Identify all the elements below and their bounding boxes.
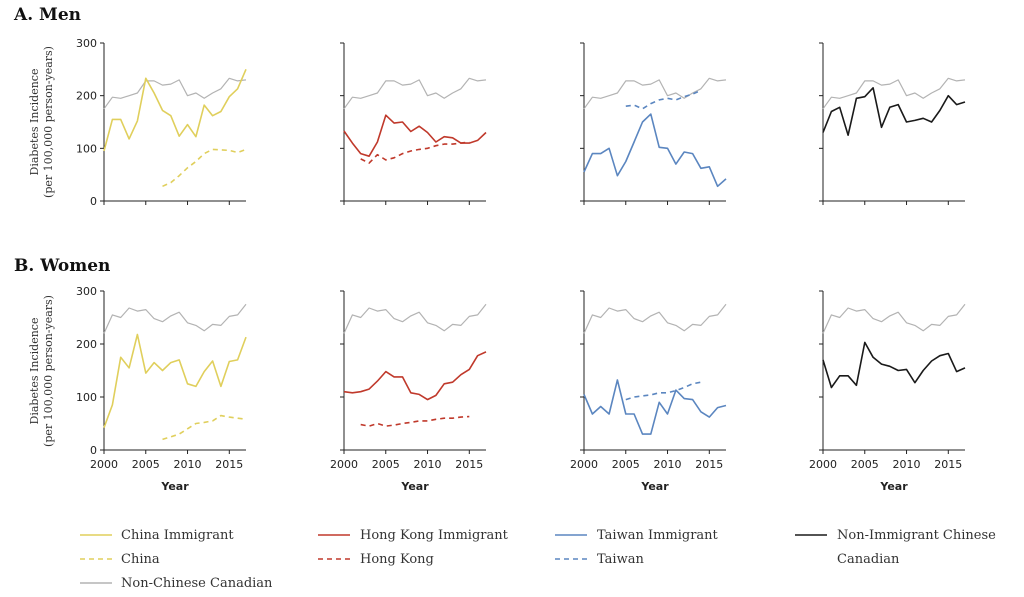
series-line-china-immigrant [103,333,247,428]
x-tick-label: 2000 [90,458,118,471]
x-axis-title: Year [160,480,189,493]
y-tick-label: 100 [76,142,97,155]
legend-label-non-immigrant-line1: Non-Immigrant Chinese [837,528,996,543]
series-line-china-immigrant [103,68,247,152]
series-line-taiwan-immigrant [583,113,727,188]
series-line-hong-kong-immigrant [343,114,487,157]
series-line-non-immigrant-chinese-canadian [822,341,966,389]
x-tick-label: 2015 [934,458,962,471]
panel-women-3: 2000 2005 2010 2015 Year [570,290,727,493]
y-tick-label: 100 [76,391,97,404]
x-tick-label: 2010 [893,458,921,471]
x-tick-label: 2015 [215,458,243,471]
svg-text:(per 100,000 person-years): (per 100,000 person-years) [42,295,55,447]
y-tick-label: 300 [76,37,97,50]
svg-text:Diabetes Incidence: Diabetes Incidence [28,69,41,176]
section-title-men: A. Men [13,5,81,25]
x-tick-label: 2015 [455,458,483,471]
series-line-non-chinese-canadian [583,303,727,334]
series-line-non-immigrant-chinese-canadian [822,87,966,136]
y-tick-label: 0 [90,195,97,208]
series-line-taiwan-immigrant [583,379,727,435]
x-axis-title: Year [640,480,669,493]
series-line-non-chinese-canadian [103,303,247,334]
x-tick-label: 2005 [612,458,640,471]
panel-men-1: 0 100 200 300 [76,37,247,208]
series-line-non-chinese-canadian [822,77,966,110]
legend-label-china-immigrant: China Immigrant [121,528,234,543]
x-tick-label: 2015 [695,458,723,471]
series-line-hong-kong [360,415,470,427]
panel-men-2 [340,42,487,205]
series-line-non-chinese-canadian [103,77,247,110]
panel-women-1: 0 100 200 300 2000 2005 2010 2015 Year [76,285,247,493]
x-tick-label: 2010 [654,458,682,471]
series-line-hong-kong-immigrant [343,351,487,401]
series-line-china [162,414,247,441]
y-tick-label: 200 [76,90,97,103]
series-line-non-chinese-canadian [343,77,487,110]
section-title-women: B. Women [14,256,110,276]
series-line-non-chinese-canadian [583,77,727,110]
panels: 0 100 200 300 0 100 200 300 2000 2005 2010 2015 Year… [76,37,966,493]
legend-label-hk: Hong Kong [360,552,434,567]
x-tick-label: 2010 [414,458,442,471]
panel-men-4 [819,42,966,205]
y-axis-title-men: Diabetes Incidence (per 100,000 person-y… [28,46,55,198]
y-axis-title-women: Diabetes Incidence (per 100,000 person-y… [28,295,55,447]
series-line-taiwan [625,381,702,401]
svg-text:(per 100,000 person-years): (per 100,000 person-years) [42,46,55,198]
panel-women-2: 2000 2005 2010 2015 Year [330,290,487,493]
legend-label-non-chinese: Non-Chinese Canadian [121,576,273,591]
x-tick-label: 2010 [174,458,202,471]
panel-men-3 [580,42,727,205]
x-tick-label: 2005 [372,458,400,471]
legend-label-hk-immigrant: Hong Kong Immigrant [360,528,509,543]
legend: China Immigrant China Non-Chinese Canadi… [80,528,996,591]
x-tick-label: 2000 [330,458,358,471]
legend-label-taiwan-immigrant: Taiwan Immigrant [597,528,719,543]
legend-label-taiwan: Taiwan [597,552,644,567]
series-line-non-chinese-canadian [822,303,966,334]
x-axis-title: Year [400,480,429,493]
series-line-hong-kong [360,141,470,164]
x-axis-title: Year [879,480,908,493]
legend-label-non-immigrant-line2: Canadian [837,552,900,567]
x-tick-label: 2005 [851,458,879,471]
svg-text:Diabetes Incidence: Diabetes Incidence [28,318,41,425]
series-line-non-chinese-canadian [343,303,487,334]
y-tick-label: 300 [76,285,97,298]
series-line-taiwan [625,89,702,110]
x-tick-label: 2000 [570,458,598,471]
y-tick-label: 200 [76,338,97,351]
panel-women-4: 2000 2005 2010 2015 Year [809,290,966,493]
x-tick-label: 2005 [132,458,160,471]
series-line-china [162,148,247,188]
x-tick-label: 2000 [809,458,837,471]
y-tick-label: 0 [90,444,97,457]
legend-label-china: China [121,552,160,567]
